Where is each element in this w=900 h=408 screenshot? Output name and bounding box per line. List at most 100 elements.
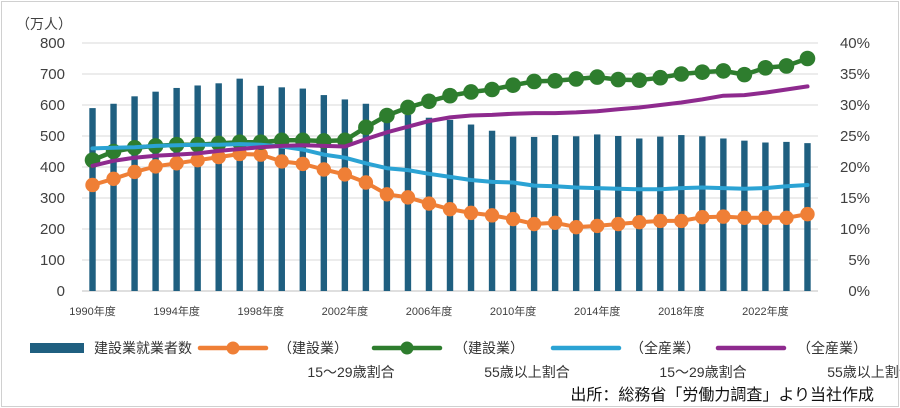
x-tick-label: 2010年度 (490, 304, 536, 318)
series-marker (379, 107, 395, 124)
legend-label: 建設業就業者数 (94, 340, 192, 356)
legend-marker (226, 341, 240, 355)
series-marker (589, 69, 605, 85)
y-left-tick-label: 300 (40, 190, 65, 207)
y-right-tick-label: 10% (840, 221, 870, 238)
bar (215, 83, 222, 291)
x-tick-label: 2006年度 (406, 304, 452, 318)
series-marker (778, 58, 795, 74)
bar (299, 88, 306, 291)
y-left-tick-label: 500 (40, 128, 65, 145)
series-marker (169, 156, 184, 171)
y-axis-left: 800 700 600 500 400 300 200 100 0 (40, 35, 65, 300)
bar-series (89, 78, 811, 292)
bar (236, 78, 243, 292)
series-marker (652, 69, 669, 86)
series-marker (505, 211, 521, 227)
series-marker (463, 205, 479, 221)
legend-label: 15～29歳割合 (307, 364, 394, 380)
legend-label: （全産業） (630, 340, 700, 356)
x-tick-label: 1990年度 (69, 304, 115, 318)
series-marker (295, 156, 310, 172)
line-series (84, 50, 816, 235)
legend-label: （建設業） (278, 340, 348, 356)
bar (551, 135, 559, 291)
series-marker (358, 119, 374, 136)
series-marker (695, 210, 710, 225)
y-right-tick-label: 35% (840, 66, 870, 83)
source-note: 出所：総務省「労働力調査」より当社作成 (570, 386, 874, 404)
x-tick-label: 1994年度 (153, 304, 199, 318)
y-right-tick-label: 15% (840, 190, 870, 207)
series-marker (148, 159, 163, 174)
series-marker (421, 93, 437, 110)
bar (173, 87, 180, 291)
series-marker (421, 196, 437, 211)
series-line (90, 142, 810, 192)
series-marker (715, 63, 732, 79)
series-marker (85, 177, 100, 193)
y-right-tick-label: 25% (840, 128, 870, 145)
series-marker (127, 164, 142, 180)
bar (194, 85, 201, 291)
x-tick-label: 1998年度 (238, 304, 284, 318)
legend-label: 55歳以上割合 (827, 364, 900, 380)
series-marker (484, 208, 500, 223)
series-marker (358, 175, 374, 190)
y-left-tick-label: 600 (40, 97, 65, 114)
x-tick-label: 2002年度 (322, 304, 368, 318)
series-marker (400, 190, 416, 205)
series-marker (547, 73, 563, 89)
y-axis-right: 40% 35% 30% 25% 20% 15% 10% 5% 0% (840, 35, 870, 300)
series-marker (758, 210, 773, 226)
series-marker (211, 149, 226, 165)
series-marker (274, 154, 289, 169)
y-left-tick-label: 800 (40, 35, 65, 52)
series-marker (716, 209, 731, 224)
legend-label: （建設業） (454, 340, 524, 356)
legend-label: （全産業） (797, 340, 867, 356)
y-right-tick-label: 20% (840, 159, 870, 176)
series-marker (800, 206, 815, 222)
bar (678, 135, 685, 291)
legend-label: 55歳以上割合 (484, 364, 570, 380)
series-marker (590, 218, 605, 234)
bar (572, 136, 580, 291)
series-marker (547, 215, 563, 230)
series-marker (611, 216, 626, 232)
series-marker (632, 214, 647, 230)
y-left-tick-label: 700 (40, 66, 65, 83)
bar (89, 108, 96, 291)
y-left-tick-label: 400 (40, 159, 65, 176)
y-left-tick-label: 200 (40, 221, 65, 238)
series-marker (736, 66, 753, 83)
bar (341, 99, 349, 291)
series-marker (610, 71, 627, 88)
series-marker (737, 210, 752, 226)
series-line (90, 84, 810, 168)
bar (594, 134, 601, 291)
x-tick-label: 2018年度 (658, 304, 704, 318)
legend-label: 15～29歳割合 (659, 364, 746, 380)
x-tick-label: 2014年度 (574, 304, 620, 318)
series-marker (631, 72, 648, 88)
legend-marker (400, 341, 414, 355)
series-marker (653, 213, 668, 229)
bar (257, 85, 264, 291)
bar (320, 95, 328, 291)
series-marker (505, 77, 521, 93)
x-axis: 1990年度 1994年度 1998年度 2002年度 2006年度 2010年度 2014… (69, 304, 788, 318)
series-marker (779, 210, 794, 226)
bar (131, 96, 138, 291)
x-tick-label: 2022年度 (742, 304, 788, 318)
series-marker (674, 213, 689, 229)
y-right-tick-label: 5% (848, 252, 870, 269)
series-marker (442, 201, 458, 217)
y-right-tick-label: 30% (840, 97, 870, 114)
bar (278, 87, 285, 291)
series-marker (400, 99, 416, 116)
legend-swatch (30, 343, 84, 353)
y-left-tick-label: 100 (40, 252, 65, 269)
